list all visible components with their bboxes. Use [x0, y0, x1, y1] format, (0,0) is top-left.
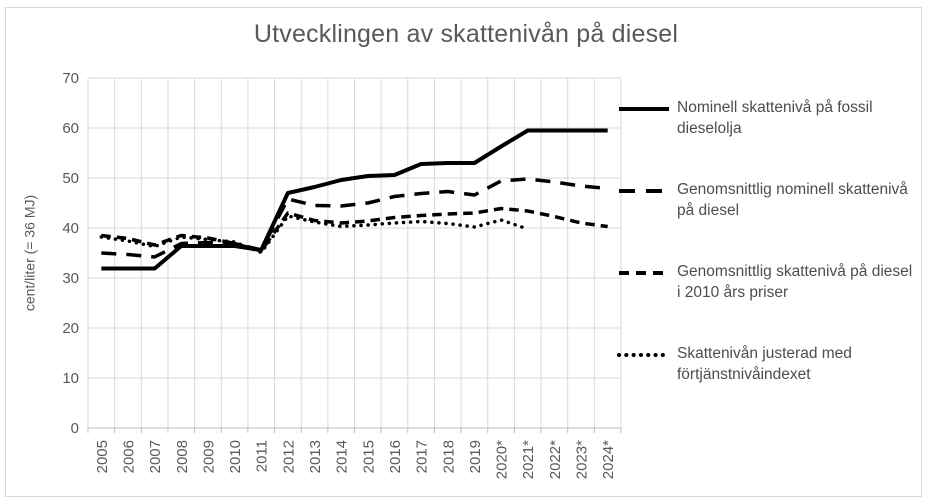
legend-entry: Genomsnittlig nominell skattenivå på die… [617, 179, 922, 261]
x-tick-label: 2017 [414, 440, 431, 473]
legend-entry: Skattenivån justerad med förtjänstnivåin… [617, 343, 922, 425]
x-tick-label: 2019 [467, 440, 484, 473]
y-tick-label: 60 [62, 120, 79, 137]
x-tick-label: 2014 [334, 440, 351, 473]
x-tick-label: 2022* [547, 440, 564, 479]
legend-line-sample-dotted [617, 353, 671, 357]
legend-label: Genomsnittlig skattenivå på diesel i 201… [677, 263, 913, 301]
x-tick-label: 2021* [520, 440, 537, 479]
chart-border [5, 7, 922, 497]
chart-title: Utvecklingen av skattenivån på diesel [253, 20, 679, 48]
x-tick-label: 2011 [254, 440, 271, 472]
x-tick-label: 2007 [147, 440, 164, 473]
y-tick-label: 10 [62, 370, 79, 387]
x-tick-label: 2012 [280, 440, 297, 473]
legend-entry: Nominell skattenivå på fossil dieselolja [617, 97, 922, 179]
y-tick-label: 20 [62, 320, 79, 337]
x-tick-label: 2005 [94, 440, 111, 473]
legend: Nominell skattenivå på fossil dieselolja… [617, 97, 922, 425]
x-tick-label: 2008 [174, 440, 191, 473]
x-tick-label: 2020* [494, 440, 511, 479]
x-tick-label: 2024* [600, 440, 617, 479]
y-tick-label: 30 [62, 270, 79, 287]
x-tick-label: 2015 [360, 440, 377, 473]
x-tick-label: 2016 [387, 440, 404, 473]
x-axis [87, 427, 622, 433]
legend-label: Genomsnittlig nominell skattenivå på die… [677, 181, 908, 219]
y-tick-label: 0 [71, 420, 79, 437]
x-tick-label: 2009 [200, 440, 217, 473]
gridlines [87, 77, 622, 429]
legend-line-sample-long-dash [619, 189, 669, 193]
y-tick-label: 40 [62, 220, 79, 237]
x-tick-label: 2013 [307, 440, 324, 473]
y-tick-label: 70 [62, 70, 79, 87]
legend-line-sample-medium-dash [619, 271, 669, 275]
x-tick-label: 2018 [440, 440, 457, 473]
legend-label: Nominell skattenivå på fossil dieselolja [677, 99, 873, 137]
y-axis-tick-labels: 0 10 20 30 40 50 60 70 [62, 70, 79, 437]
series-line-solid [101, 128, 608, 271]
series-line-long-dash [101, 177, 608, 259]
x-tick-label: 2010 [227, 440, 244, 473]
x-axis-tick-labels: 2005 2006 2007 2008 2009 2010 2011 2012 2013 2014… [94, 440, 617, 479]
legend-entry: Genomsnittlig skattenivå på diesel i 201… [617, 261, 922, 343]
legend-line-sample-solid [619, 107, 669, 111]
legend-label: Skattenivån justerad med förtjänstnivåin… [677, 345, 852, 383]
x-tick-label: 2006 [120, 440, 137, 473]
y-tick-label: 50 [62, 170, 79, 187]
x-tick-label: 2023* [574, 440, 591, 479]
